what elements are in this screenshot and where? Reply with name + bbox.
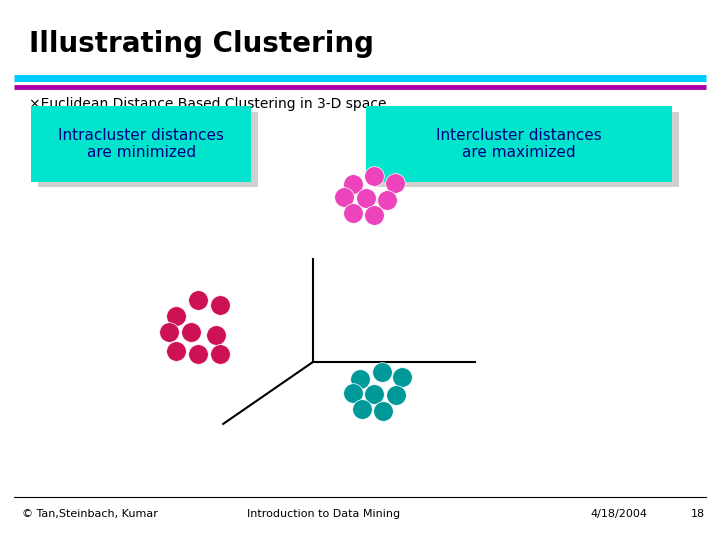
Point [171, 347, 182, 355]
Point [163, 328, 175, 336]
Point [369, 390, 380, 399]
Point [171, 312, 182, 320]
Point [192, 295, 204, 304]
FancyBboxPatch shape [373, 112, 679, 187]
Point [389, 178, 400, 187]
Point [185, 328, 197, 336]
Point [338, 193, 350, 201]
Point [382, 195, 393, 204]
Point [347, 389, 359, 397]
Point [396, 373, 408, 381]
Point [214, 301, 225, 309]
Text: Intercluster distances
are maximized: Intercluster distances are maximized [436, 128, 601, 160]
Text: Illustrating Clustering: Illustrating Clustering [29, 30, 374, 58]
Point [369, 171, 380, 180]
Text: ×Euclidean Distance Based Clustering in 3-D space.: ×Euclidean Distance Based Clustering in … [29, 97, 391, 111]
Point [192, 349, 204, 358]
Point [356, 405, 368, 414]
Point [347, 179, 359, 188]
Point [347, 209, 359, 218]
Text: 4/18/2004: 4/18/2004 [590, 509, 647, 519]
FancyBboxPatch shape [366, 106, 672, 182]
Text: Intracluster distances
are minimized: Intracluster distances are minimized [58, 128, 224, 160]
Point [369, 211, 380, 219]
Point [360, 194, 372, 202]
Text: 18: 18 [691, 509, 706, 519]
Point [210, 330, 222, 339]
Point [377, 407, 389, 416]
Point [214, 349, 225, 358]
Point [376, 367, 387, 376]
Text: © Tan,Steinbach, Kumar: © Tan,Steinbach, Kumar [22, 509, 158, 519]
Point [390, 391, 402, 400]
Text: Introduction to Data Mining: Introduction to Data Mining [248, 509, 400, 519]
Point [354, 375, 366, 383]
FancyBboxPatch shape [31, 106, 251, 182]
FancyBboxPatch shape [38, 112, 258, 187]
